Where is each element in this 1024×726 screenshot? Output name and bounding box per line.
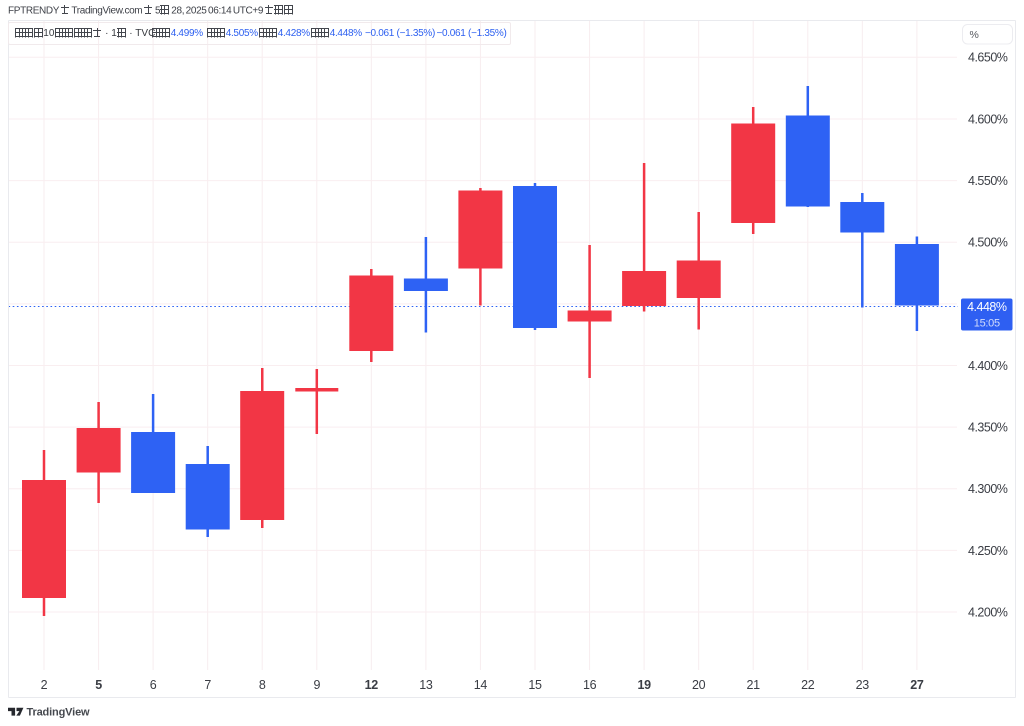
svg-text:12: 12 (365, 678, 379, 692)
svg-text:27: 27 (910, 678, 924, 692)
svg-text:4.300%: 4.300% (968, 482, 1008, 496)
svg-text:9: 9 (313, 678, 320, 692)
svg-text:4.600%: 4.600% (968, 112, 1008, 126)
svg-text:15:05: 15:05 (974, 318, 1000, 330)
svg-text:4.250%: 4.250% (968, 544, 1008, 558)
svg-text:16: 16 (583, 678, 597, 692)
svg-text:14: 14 (474, 678, 488, 692)
svg-text:19: 19 (637, 678, 651, 692)
svg-text:4.350%: 4.350% (968, 421, 1008, 435)
svg-text:20: 20 (692, 678, 706, 692)
svg-text:4.448%: 4.448% (967, 300, 1007, 314)
svg-text:4.500%: 4.500% (968, 236, 1008, 250)
svg-text:7: 7 (204, 678, 211, 692)
svg-text:4.650%: 4.650% (968, 51, 1008, 65)
svg-text:15: 15 (528, 678, 542, 692)
svg-text:8: 8 (259, 678, 266, 692)
svg-text:5: 5 (95, 678, 102, 692)
svg-text:4.550%: 4.550% (968, 174, 1008, 188)
svg-text:21: 21 (747, 678, 761, 692)
svg-text:%: % (970, 29, 979, 41)
svg-text:2: 2 (41, 678, 48, 692)
svg-text:4.400%: 4.400% (968, 359, 1008, 373)
svg-text:6: 6 (150, 678, 157, 692)
svg-text:4.200%: 4.200% (968, 605, 1008, 619)
svg-text:13: 13 (419, 678, 433, 692)
svg-text:TradingView: TradingView (27, 706, 91, 718)
svg-text:22: 22 (801, 678, 815, 692)
svg-text:23: 23 (856, 678, 870, 692)
